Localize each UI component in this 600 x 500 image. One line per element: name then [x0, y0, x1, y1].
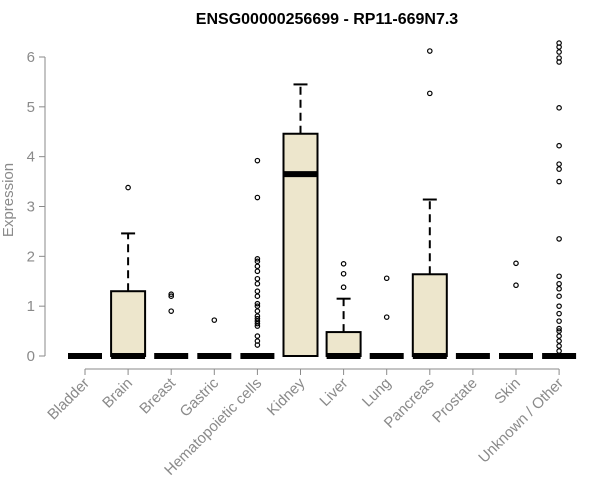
- y-tick-label: 4: [27, 149, 35, 166]
- outlier-point: [556, 303, 562, 309]
- outlier-point: [556, 348, 562, 354]
- box-body: [110, 290, 147, 358]
- outlier-point: [556, 40, 562, 46]
- outlier-point: [556, 178, 562, 185]
- x-tick-label: Breast: [136, 374, 179, 417]
- x-tick-label: Kidney: [264, 374, 309, 419]
- outlier-point: [513, 282, 519, 289]
- outlier-point: [254, 308, 261, 314]
- x-tick-label: Lung: [359, 375, 395, 411]
- outlier-point: [556, 142, 562, 149]
- outlier-point: [556, 166, 562, 172]
- outlier-point: [254, 293, 261, 300]
- box-skin: [499, 260, 533, 359]
- y-tick-label: 2: [27, 248, 35, 265]
- box-unknown-other: [542, 40, 577, 359]
- outlier-point: [556, 293, 562, 300]
- outlier-point: [254, 300, 261, 307]
- outlier-point: [426, 48, 433, 54]
- box-pancreas: [411, 48, 448, 359]
- outlier-point: [556, 318, 562, 324]
- x-tick-label: Liver: [316, 375, 351, 410]
- y-axis: 0 1 2 3 4 5 6: [27, 49, 46, 365]
- y-tick-label: 1: [27, 298, 35, 315]
- box-brain: [110, 184, 147, 359]
- outlier-point: [556, 273, 562, 280]
- outlier-point: [556, 333, 562, 339]
- y-tick-label: 0: [27, 348, 35, 365]
- y-tick-label: 6: [27, 49, 35, 66]
- outlier-point: [254, 256, 261, 262]
- outlier-point: [254, 275, 261, 282]
- x-tick-label: Brain: [99, 375, 136, 412]
- outlier-point: [125, 184, 131, 191]
- outlier-point: [211, 317, 218, 323]
- outlier-point: [556, 105, 562, 111]
- box-kidney: [282, 83, 319, 357]
- outlier-point: [556, 325, 562, 332]
- box-hematopoietic-cells: [240, 157, 275, 359]
- y-axis-label: Expression: [0, 163, 17, 237]
- y-tick-label: 3: [27, 199, 35, 216]
- outlier-point: [556, 161, 562, 167]
- outlier-point: [513, 260, 519, 267]
- outlier-point: [254, 263, 261, 270]
- box-liver: [325, 261, 362, 359]
- outlier-point: [254, 258, 261, 265]
- outlier-point: [254, 268, 261, 275]
- outlier-point: [254, 288, 261, 295]
- outlier-point: [254, 333, 261, 339]
- x-tick-label: Skin: [491, 375, 524, 408]
- outlier-point: [556, 280, 562, 287]
- box-breast: [154, 291, 189, 359]
- outlier-point: [426, 90, 433, 97]
- outlier-point: [556, 236, 562, 242]
- outlier-point: [168, 293, 175, 300]
- outlier-point: [556, 55, 562, 61]
- outlier-point: [254, 157, 261, 164]
- box-body: [411, 273, 448, 358]
- outlier-point: [556, 338, 562, 344]
- outlier-point: [254, 315, 261, 322]
- outlier-point: [383, 314, 390, 320]
- chart-title: ENSG00000256699 - RP11-669N7.3: [196, 11, 459, 28]
- outlier-point: [556, 49, 562, 55]
- outlier-point: [168, 308, 175, 314]
- outlier-point: [254, 280, 261, 287]
- outlier-point: [556, 310, 562, 317]
- outlier-point: [383, 275, 390, 282]
- box-body: [325, 331, 362, 357]
- outlier-point: [254, 303, 261, 309]
- outlier-point: [340, 270, 347, 277]
- box-lung: [369, 275, 404, 359]
- outlier-point: [340, 261, 347, 267]
- outlier-point: [168, 291, 175, 298]
- outlier-point: [340, 284, 347, 291]
- outlier-point: [556, 285, 562, 292]
- box-group: [68, 40, 577, 359]
- outlier-point: [556, 328, 562, 334]
- x-tick-label: Bladder: [44, 375, 93, 424]
- box-gastric: [197, 317, 232, 359]
- y-tick-label: 5: [27, 99, 35, 116]
- x-tick-label: Prostate: [429, 375, 481, 427]
- outlier-point: [254, 194, 261, 201]
- outlier-point: [556, 343, 562, 349]
- box-body: [282, 132, 319, 357]
